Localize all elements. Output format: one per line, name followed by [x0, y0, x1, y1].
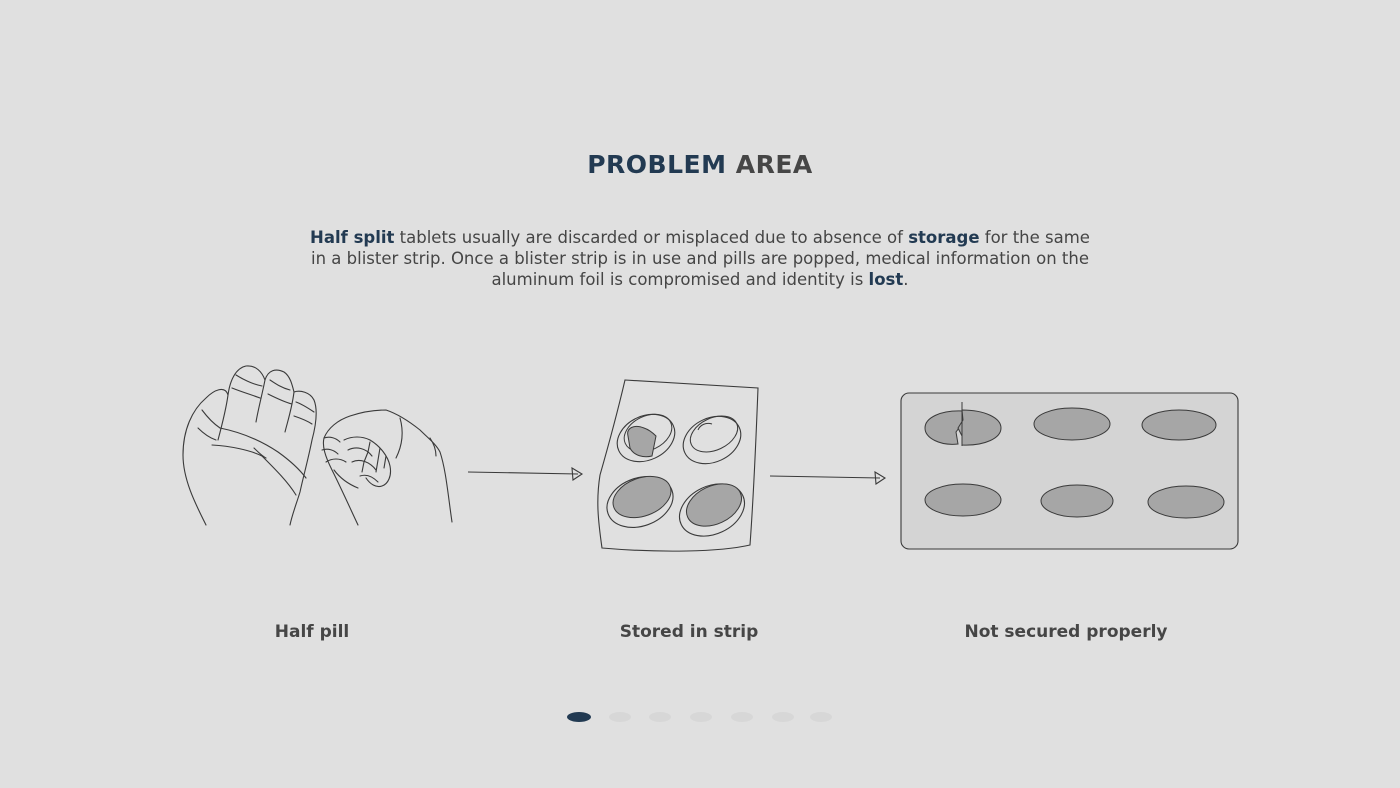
title-rest: AREA — [735, 150, 813, 179]
carousel-dot-6[interactable] — [772, 712, 794, 722]
desc-text-1: tablets usually are discarded or misplac… — [394, 228, 909, 247]
desc-highlight-storage: storage — [908, 228, 980, 247]
desc-highlight-lost: lost — [868, 270, 904, 289]
caption-not-secured: Not secured properly — [964, 622, 1168, 642]
desc-text-2: for the same in a blister strip. Once a … — [311, 228, 1090, 289]
desc-text-3: . — [903, 270, 909, 289]
carousel-dot-5[interactable] — [731, 712, 753, 722]
carousel-dot-3[interactable] — [649, 712, 671, 722]
carousel-dot-2[interactable] — [609, 712, 631, 722]
problem-description: Half split tablets usually are discarded… — [300, 227, 1100, 290]
desc-highlight-half-split: Half split — [310, 228, 395, 247]
carousel-dot-7[interactable] — [810, 712, 832, 722]
arrow-icon — [769, 470, 887, 485]
hands-holding-half-pill-illustration — [182, 365, 453, 526]
large-blister-strip-illustration — [900, 392, 1239, 550]
caption-stored-in-strip: Stored in strip — [619, 622, 759, 642]
title-accent: PROBLEM — [587, 150, 727, 179]
caption-half-pill: Half pill — [274, 622, 350, 642]
page-title: PROBLEM AREA — [0, 150, 1400, 179]
carousel-dot-4[interactable] — [690, 712, 712, 722]
carousel-dot-1[interactable] — [567, 712, 591, 722]
small-blister-strip-illustration — [597, 379, 759, 552]
arrow-icon — [467, 466, 584, 481]
